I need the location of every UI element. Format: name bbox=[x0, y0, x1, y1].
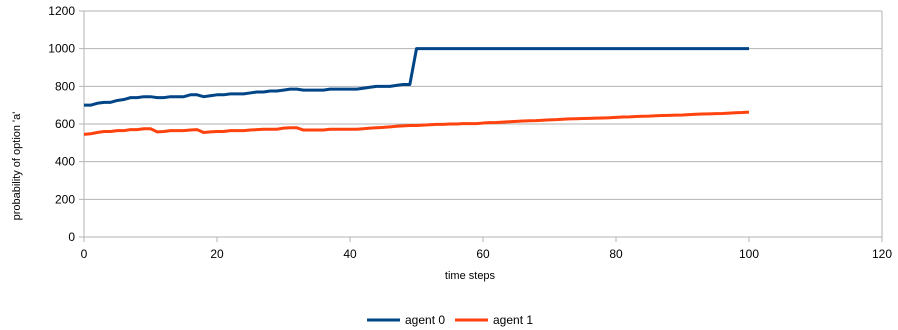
x-tick-label: 120 bbox=[872, 247, 892, 261]
x-axis-title: time steps bbox=[445, 270, 496, 282]
y-tick-label: 800 bbox=[55, 79, 75, 93]
legend: agent 0 agent 1 bbox=[367, 313, 533, 327]
x-tick-label: 100 bbox=[739, 247, 759, 261]
legend-label-agent-1: agent 1 bbox=[493, 313, 533, 327]
y-tick-label: 1200 bbox=[48, 4, 75, 18]
y-axis-title: probability of option 'a' bbox=[11, 112, 23, 221]
y-tick-label: 600 bbox=[55, 117, 75, 131]
y-tick-label: 200 bbox=[55, 192, 75, 206]
x-tick-labels: 0 20 40 60 80 100 120 bbox=[81, 247, 893, 261]
series-lines bbox=[83, 47, 750, 136]
legend-label-agent-0: agent 0 bbox=[405, 313, 445, 327]
y-tick-label: 400 bbox=[55, 155, 75, 169]
x-tick-label: 0 bbox=[81, 247, 88, 261]
x-tick-label: 20 bbox=[210, 247, 224, 261]
y-tick-labels: 0 200 400 600 800 1000 1200 bbox=[48, 4, 75, 244]
y-tick-label: 1000 bbox=[48, 42, 75, 56]
x-tick-label: 40 bbox=[343, 247, 357, 261]
x-tick-label: 80 bbox=[609, 247, 623, 261]
series-line-agent-0 bbox=[84, 47, 749, 107]
series-line-agent-1 bbox=[83, 110, 750, 136]
axes bbox=[79, 10, 883, 242]
y-tick-label: 0 bbox=[68, 230, 75, 244]
x-tick-label: 60 bbox=[476, 247, 490, 261]
